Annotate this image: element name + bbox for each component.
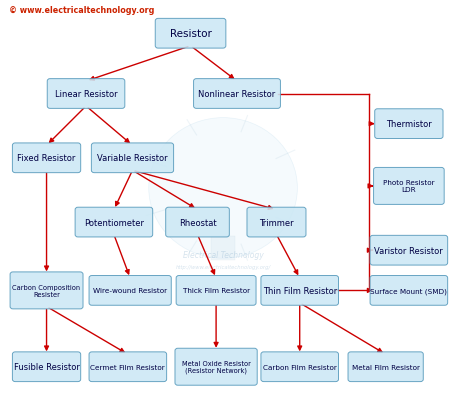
FancyBboxPatch shape bbox=[247, 208, 306, 237]
FancyBboxPatch shape bbox=[176, 276, 256, 306]
Text: Nonlinear Resistor: Nonlinear Resistor bbox=[199, 90, 275, 99]
Ellipse shape bbox=[149, 118, 297, 258]
FancyBboxPatch shape bbox=[375, 110, 443, 139]
FancyBboxPatch shape bbox=[12, 144, 81, 173]
Text: Thermistor: Thermistor bbox=[386, 120, 432, 129]
Text: Thick Film Resistor: Thick Film Resistor bbox=[182, 288, 250, 294]
FancyBboxPatch shape bbox=[10, 272, 83, 309]
FancyBboxPatch shape bbox=[370, 236, 447, 265]
Text: Photo Resistor
LDR: Photo Resistor LDR bbox=[383, 180, 435, 193]
Text: Resistor: Resistor bbox=[170, 29, 211, 39]
FancyBboxPatch shape bbox=[193, 79, 281, 109]
Text: Rheostat: Rheostat bbox=[179, 218, 216, 227]
Text: Thin Film Resistor: Thin Film Resistor bbox=[263, 286, 337, 295]
FancyBboxPatch shape bbox=[91, 144, 173, 173]
Text: Linear Resistor: Linear Resistor bbox=[55, 90, 118, 99]
Text: Potentiometer: Potentiometer bbox=[84, 218, 144, 227]
Text: © www.electricaltechnology.org: © www.electricaltechnology.org bbox=[9, 6, 155, 15]
FancyBboxPatch shape bbox=[166, 208, 229, 237]
FancyBboxPatch shape bbox=[348, 352, 423, 382]
FancyBboxPatch shape bbox=[261, 352, 338, 382]
FancyBboxPatch shape bbox=[47, 79, 125, 109]
Text: Electrical Technology: Electrical Technology bbox=[182, 250, 264, 259]
Text: Metal Oxide Resistor
(Resistor Network): Metal Oxide Resistor (Resistor Network) bbox=[182, 360, 251, 373]
FancyBboxPatch shape bbox=[211, 236, 235, 261]
FancyBboxPatch shape bbox=[89, 352, 167, 382]
FancyBboxPatch shape bbox=[75, 208, 153, 237]
Text: Variable Resistor: Variable Resistor bbox=[97, 154, 168, 163]
Text: Trimmer: Trimmer bbox=[259, 218, 294, 227]
Text: Surface Mount (SMD): Surface Mount (SMD) bbox=[371, 288, 447, 294]
Text: Fusible Resistor: Fusible Resistor bbox=[14, 362, 80, 371]
FancyBboxPatch shape bbox=[12, 352, 81, 382]
Text: Fixed Resistor: Fixed Resistor bbox=[18, 154, 76, 163]
FancyBboxPatch shape bbox=[155, 19, 226, 49]
Text: Wire-wound Resistor: Wire-wound Resistor bbox=[93, 288, 167, 294]
FancyBboxPatch shape bbox=[175, 348, 257, 385]
FancyBboxPatch shape bbox=[370, 276, 447, 306]
FancyBboxPatch shape bbox=[261, 276, 338, 306]
Text: Cermet Film Resistor: Cermet Film Resistor bbox=[91, 364, 165, 370]
Text: Varistor Resistor: Varistor Resistor bbox=[374, 246, 443, 255]
Text: Carbon Film Resistor: Carbon Film Resistor bbox=[263, 364, 337, 370]
Text: http://www.electricaltechnology.org/: http://www.electricaltechnology.org/ bbox=[175, 264, 271, 269]
Text: Metal Film Resistor: Metal Film Resistor bbox=[352, 364, 419, 370]
Text: Carbon Composition
Resister: Carbon Composition Resister bbox=[12, 284, 81, 297]
FancyBboxPatch shape bbox=[374, 168, 444, 205]
FancyBboxPatch shape bbox=[89, 276, 171, 306]
